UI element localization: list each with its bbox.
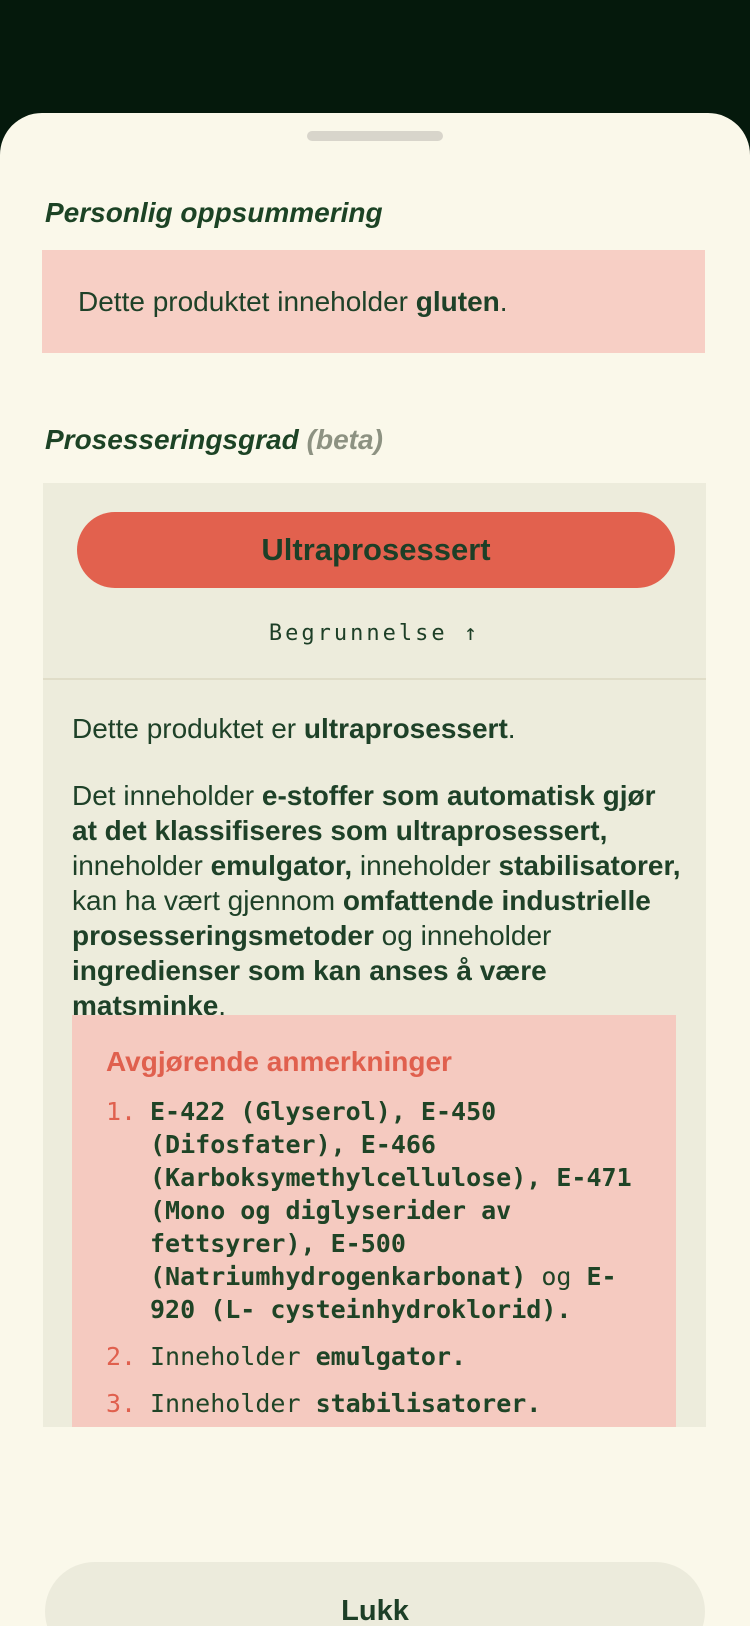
- note-item: 1. E-422 (Glyserol), E-450 (Difosfater), …: [106, 1095, 658, 1326]
- text-segment: emulgator.: [315, 1342, 467, 1371]
- text-segment: kan ha vært gjennom: [72, 885, 343, 916]
- text-segment: Inneholder: [150, 1342, 316, 1371]
- text-segment: .: [499, 285, 508, 317]
- text-segment: Inneholder: [150, 1389, 316, 1418]
- text-segment: emulgator,: [210, 850, 353, 881]
- text-segment: stabilisatorer,: [498, 850, 681, 881]
- text-segment: inneholder: [72, 850, 211, 881]
- processing-grade-title: Prosesseringsgrad (beta): [45, 423, 383, 457]
- text-segment: stabilisatorer.: [315, 1389, 542, 1418]
- grade-badge-label: Ultraprosessert: [261, 532, 491, 567]
- text-segment: .: [507, 713, 516, 744]
- note-item-text: Inneholder stabilisatorer.: [150, 1387, 658, 1420]
- decisive-notes-box: Avgjørende anmerkninger 1. E-422 (Glysero…: [72, 1015, 676, 1427]
- text-segment: e-stoffer som automatisk gjør at det kla…: [72, 780, 656, 846]
- note-item-text: E-422 (Glyserol), E-450 (Difosfater), E-…: [150, 1095, 658, 1326]
- note-item-text: Inneholder emulgator.: [150, 1340, 658, 1373]
- text-segment: inneholder: [352, 850, 499, 881]
- text-segment: omfattende industrielle prosesseringsmet…: [72, 885, 651, 951]
- grade-badge: Ultraprosessert: [77, 512, 675, 588]
- grade-detail-paragraph: Det inneholder e-stoffer som automatisk …: [72, 778, 686, 1023]
- text-segment: og inneholder: [373, 920, 552, 951]
- decisive-notes-list: 1. E-422 (Glyserol), E-450 (Difosfater), …: [106, 1095, 658, 1420]
- drag-handle[interactable]: [307, 131, 443, 141]
- text-segment: E-422 (Glyserol), E-450 (Difosfater), E-…: [150, 1097, 632, 1291]
- reasoning-toggle-label: Begrunnelse ↑: [268, 621, 481, 646]
- note-item-number: 3.: [106, 1389, 137, 1418]
- text-segment: Det inneholder: [72, 780, 262, 811]
- personal-summary-title: Personlig oppsummering: [45, 196, 383, 230]
- text-segment: .: [218, 990, 227, 1021]
- grade-summary-paragraph: Dette produktet er ultraprosessert.: [72, 711, 686, 746]
- text-segment: Dette produktet er: [72, 713, 304, 744]
- allergen-alert-text: Dette produktet inneholder gluten.: [78, 286, 508, 318]
- decisive-notes-title: Avgjørende anmerkninger: [106, 1046, 452, 1077]
- text-segment: ultraprosessert: [303, 713, 508, 744]
- note-item-number: 2.: [106, 1342, 137, 1371]
- text-segment: og: [541, 1262, 572, 1291]
- note-item: 2. Inneholder emulgator.: [106, 1340, 658, 1373]
- processing-grade-title-text: Prosesseringsgrad: [45, 424, 299, 455]
- text-segment: gluten: [415, 285, 500, 317]
- personal-summary-title-text: Personlig oppsummering: [45, 197, 383, 228]
- text-segment: E-920 (L- cysteinhydroklorid).: [150, 1262, 617, 1324]
- close-button-label: Lukk: [341, 1595, 409, 1626]
- sheet-scroll-area[interactable]: Personlig oppsummering Dette produktet i…: [0, 113, 750, 1427]
- reasoning-toggle[interactable]: Begrunnelse ↑: [43, 621, 706, 646]
- close-button[interactable]: Lukk: [45, 1562, 705, 1626]
- beta-badge: (beta): [306, 424, 383, 455]
- note-item: 3. Inneholder stabilisatorer.: [106, 1387, 658, 1420]
- text-segment: Dette produktet inneholder: [78, 285, 416, 317]
- note-item-number: 1.: [106, 1097, 137, 1126]
- panel-divider: [43, 678, 706, 680]
- processing-grade-panel: Ultraprosessert Begrunnelse ↑ Dette prod…: [43, 483, 706, 1427]
- text-segment: ingredienser som kan anses å være matsmi…: [72, 955, 547, 1021]
- sheet-footer: Lukk: [0, 1540, 750, 1626]
- allergen-alert-box: Dette produktet inneholder gluten.: [42, 250, 705, 353]
- bottom-sheet: Personlig oppsummering Dette produktet i…: [0, 113, 750, 1626]
